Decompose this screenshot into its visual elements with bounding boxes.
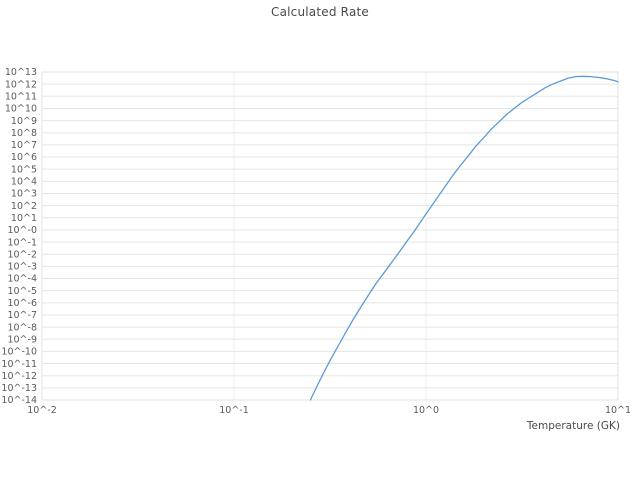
- y-tick-label: 10^-10: [1, 347, 37, 358]
- y-tick-label: 10^-7: [7, 310, 37, 321]
- y-tick-label: 10^3: [11, 189, 37, 200]
- y-tick-label: 10^12: [5, 79, 37, 90]
- y-tick-label: 10^-0: [7, 225, 37, 236]
- y-tick-label: 10^8: [11, 128, 37, 139]
- chart-title: Calculated Rate: [271, 5, 369, 19]
- x-tick-label: 10^-1: [219, 405, 249, 416]
- x-axis-label: Temperature (GK): [526, 420, 620, 432]
- y-tick-label: 10^9: [11, 116, 37, 127]
- y-tick-label: 10^2: [11, 201, 37, 212]
- x-tick-label: 10^1: [605, 405, 631, 416]
- y-tick-label: 10^6: [11, 152, 37, 163]
- y-tick-label: 10^-9: [7, 334, 37, 345]
- y-tick-label: 10^11: [5, 91, 37, 102]
- y-tick-label: 10^4: [11, 177, 37, 188]
- y-tick-label: 10^10: [5, 104, 37, 115]
- rate-curve: [309, 75, 619, 401]
- y-tick-label: 10^1: [11, 213, 37, 224]
- y-tick-label: 10^-1: [7, 237, 37, 248]
- y-tick-label: 10^5: [11, 164, 37, 175]
- y-tick-label: 10^-5: [7, 286, 37, 297]
- plot-panel: [41, 71, 619, 401]
- y-tick-label: 10^-11: [1, 359, 37, 370]
- y-tick-label: 10^7: [11, 140, 37, 151]
- y-tick-label: 10^-14: [1, 395, 37, 406]
- y-tick-label: 10^-6: [7, 298, 37, 309]
- y-tick-label: 10^-3: [7, 262, 37, 273]
- y-tick-label: 10^-2: [7, 249, 37, 260]
- y-tick-label: 10^-8: [7, 322, 37, 333]
- x-tick-label: 10^-2: [27, 405, 57, 416]
- x-tick-label: 10^0: [413, 405, 439, 416]
- y-tick-label: 10^-12: [1, 371, 37, 382]
- y-tick-label: 10^13: [5, 67, 37, 78]
- y-tick-label: 10^-4: [7, 274, 37, 285]
- y-tick-label: 10^-13: [1, 383, 37, 394]
